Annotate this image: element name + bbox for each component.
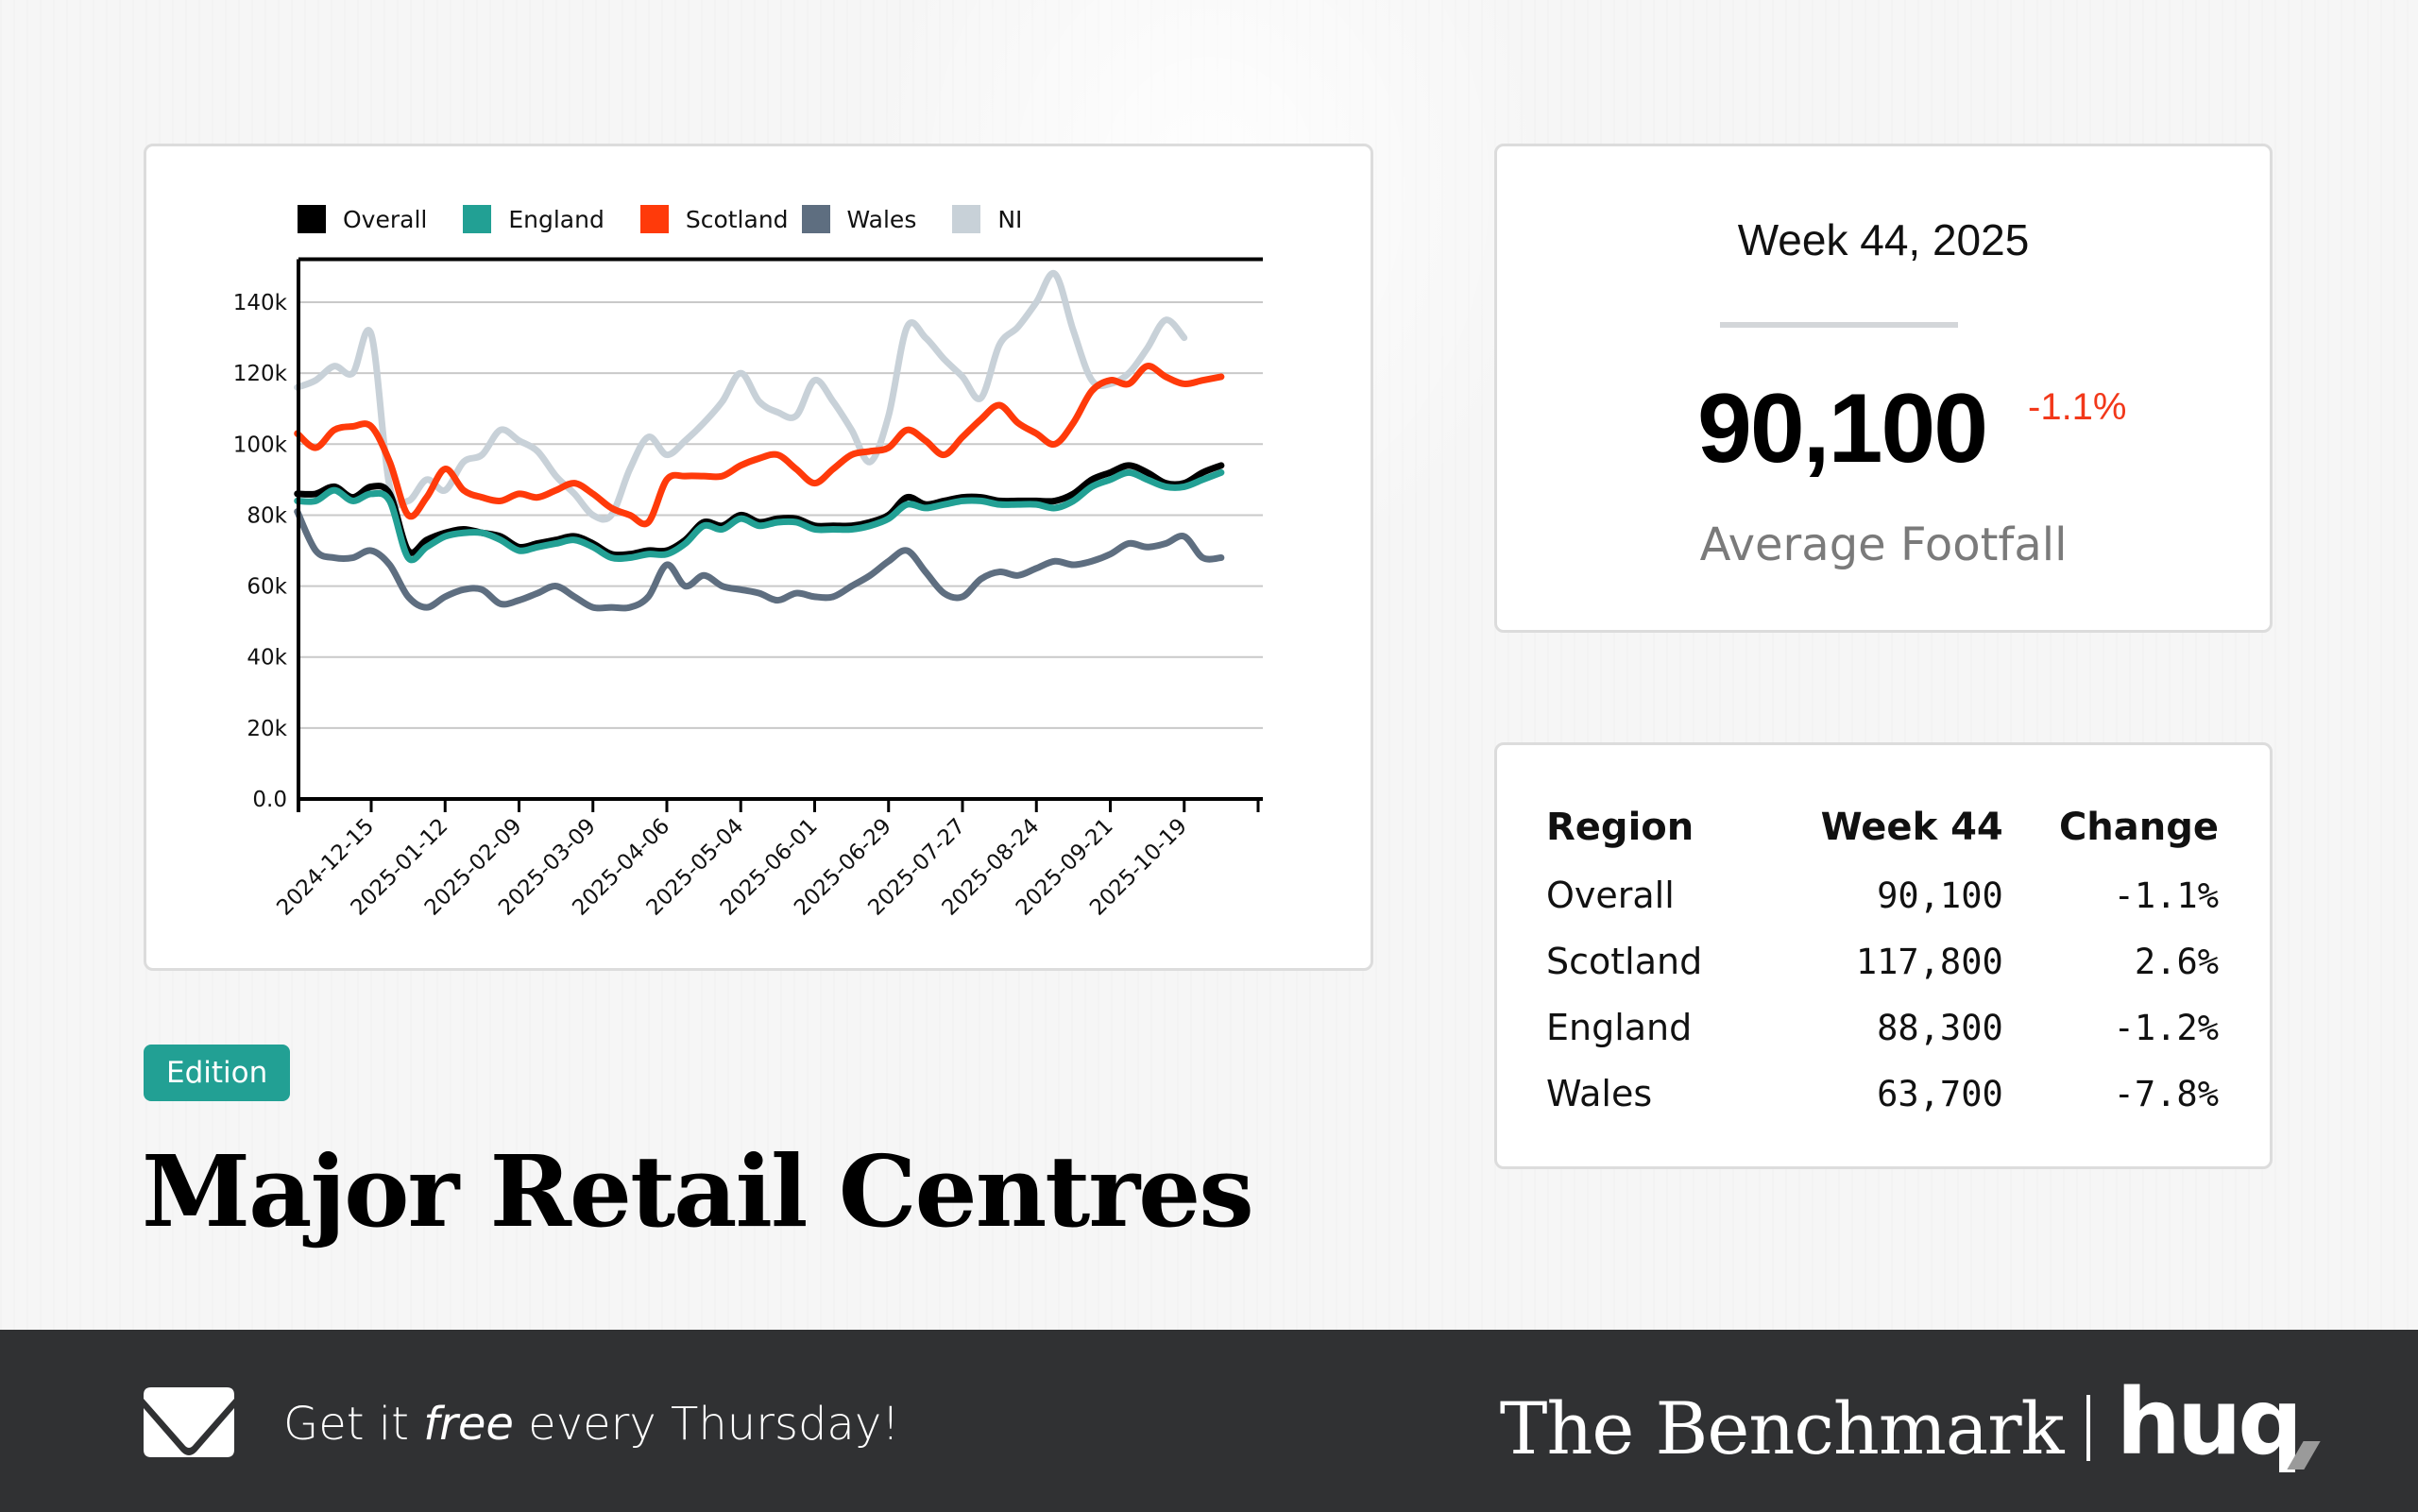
kpi-week-label: Week 44, 2025 [1737, 215, 2030, 264]
y-tick-label: 140k [233, 291, 288, 315]
cta-text-after: every Thursday! [513, 1398, 900, 1451]
series-line-wales [294, 508, 1225, 612]
cell-week: 117,800 [1855, 941, 2003, 982]
cell-change: -1.2% [2113, 1007, 2219, 1048]
table-row: Wales 63,700 -7.8% [1546, 1061, 2219, 1127]
cta-text-emphasis: free [423, 1398, 514, 1451]
cell-change: 2.6% [2134, 941, 2219, 982]
cell-change: -1.1% [2113, 875, 2219, 916]
legend-label: Wales [846, 205, 917, 233]
huq-logo-text: huq [2116, 1369, 2303, 1475]
legend-item-ni[interactable]: NI [952, 205, 1022, 233]
chart-series [294, 269, 1225, 612]
legend-item-scotland[interactable]: Scotland [639, 205, 789, 233]
cell-change: -7.8% [2113, 1073, 2219, 1114]
cell-region: Wales [1546, 1073, 1653, 1114]
cell-week: 88,300 [1877, 1007, 2003, 1048]
y-tick-label: 60k [247, 575, 287, 600]
kpi-card: Week 44, 2025 90,100 -1.1% Average Footf… [1494, 144, 2273, 633]
page-title: Major Retail Centres [142, 1133, 1254, 1249]
table-row: England 88,300 -1.2% [1546, 994, 2219, 1061]
y-tick-label: 0.0 [252, 788, 287, 812]
legend-swatch-wales [801, 205, 830, 233]
cell-region: Scotland [1546, 941, 1703, 982]
line-chart: 0.0 20k 40k 60k 80k 100k 120k 140k 2024-12-1520… [233, 257, 1263, 921]
footer-bar: Get it free every Thursday! The Benchmar… [0, 1330, 2418, 1512]
y-tick-label: 80k [247, 503, 287, 528]
y-axis: 0.0 20k 40k 60k 80k 100k 120k 140k [233, 291, 288, 812]
header-region: Region [1546, 806, 1694, 849]
chart-legend: Overall England Scotland Wales NI [298, 205, 1058, 233]
plot-frame [297, 257, 1263, 812]
brand-separator [2086, 1395, 2090, 1461]
brand-lockup: The Benchmark huq [1499, 1369, 2321, 1481]
table-row: Scotland 117,800 2.6% [1546, 928, 2219, 994]
cell-region: England [1546, 1007, 1693, 1048]
legend-swatch-overall [298, 205, 326, 233]
cell-region: Overall [1546, 875, 1675, 916]
region-table-card: Region Week 44 Change Overall 90,100 -1.… [1494, 742, 2273, 1169]
legend-swatch-england [463, 205, 492, 233]
legend-swatch-scotland [639, 205, 669, 233]
legend-item-england[interactable]: England [463, 205, 604, 233]
kpi-label: Average Footfall [1699, 518, 2068, 571]
cell-week: 63,700 [1877, 1073, 2003, 1114]
series-line-ni [294, 269, 1188, 523]
legend-label: England [508, 205, 604, 233]
chart-card: Overall England Scotland Wales NI 0.0 20k… [144, 144, 1373, 971]
edition-badge: Edition [144, 1045, 291, 1101]
mail-icon[interactable] [144, 1387, 234, 1457]
legend-label: NI [997, 205, 1023, 233]
header-change: Change [2058, 806, 2219, 849]
series-line-overall [294, 462, 1225, 559]
kpi-divider [1720, 322, 1958, 328]
legend-swatch-ni [952, 205, 981, 233]
legend-label: Overall [343, 205, 428, 233]
y-tick-label: 100k [233, 433, 288, 457]
kpi-value: 90,100 [1697, 374, 1988, 484]
subscribe-cta[interactable]: Get it free every Thursday! [283, 1398, 899, 1451]
table-row: Overall 90,100 -1.1% [1546, 862, 2219, 928]
cell-week: 90,100 [1877, 875, 2003, 916]
y-tick-label: 120k [233, 362, 288, 386]
series-line-scotland [294, 363, 1225, 528]
table-header-row: Region Week 44 Change [1546, 792, 2219, 862]
cta-text-before: Get it [283, 1398, 424, 1451]
header-week: Week 44 [1820, 806, 2003, 849]
huq-logo: huq [2116, 1369, 2321, 1475]
y-tick-label: 20k [247, 717, 287, 741]
legend-item-wales[interactable]: Wales [801, 205, 917, 233]
region-table: Region Week 44 Change Overall 90,100 -1.… [1546, 792, 2219, 1127]
kpi-change: -1.1% [2028, 386, 2127, 428]
series-line-england [294, 468, 1225, 564]
x-axis: 2024-12-152025-01-122025-02-092025-03-09… [272, 799, 1260, 921]
legend-item-overall[interactable]: Overall [298, 205, 427, 233]
legend-label: Scotland [685, 205, 789, 233]
y-tick-label: 40k [247, 646, 287, 671]
brand-name: The Benchmark [1499, 1385, 2065, 1470]
